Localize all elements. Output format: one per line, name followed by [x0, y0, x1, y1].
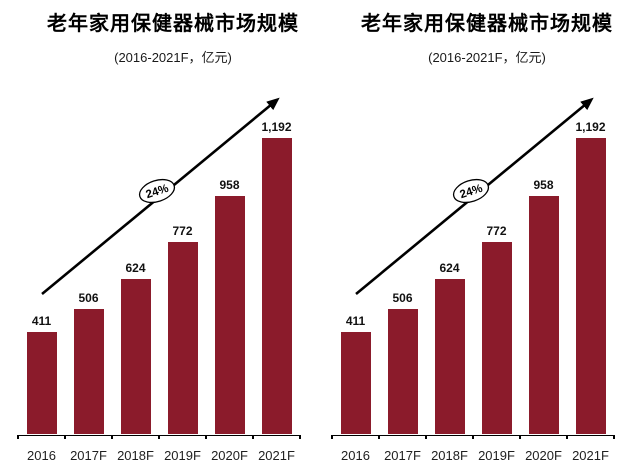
- growth-badge-ellipse: [138, 178, 176, 204]
- bar-2020F: [214, 196, 245, 435]
- growth-badge-ellipse: [452, 178, 490, 204]
- axis-tick: [566, 434, 568, 439]
- bar-plot: 411 2016 506 2017F 624 2018F 772 2019F 958 2020F 1…: [17, 97, 301, 463]
- axis-tick: [299, 434, 301, 439]
- bar-value-label: 958: [219, 178, 240, 193]
- bar-2016: [26, 332, 57, 435]
- bar-value-label: 1,192: [261, 119, 292, 134]
- axis-tick: [331, 434, 333, 439]
- axis-tick: [425, 434, 427, 439]
- axis-tick: [378, 434, 380, 439]
- axis-tick: [158, 434, 160, 439]
- bar-value-label: 506: [78, 290, 99, 305]
- growth-badge-label: 24%: [145, 183, 171, 202]
- bar-value-label: 772: [486, 224, 507, 239]
- axis-tick: [472, 434, 474, 439]
- bar-value-label: 1,192: [575, 119, 606, 134]
- bar-value-label: 624: [439, 261, 460, 276]
- axis-tick: [252, 434, 254, 439]
- axis-tick: [205, 434, 207, 439]
- axis-tick: [64, 434, 66, 439]
- bar-2021F: [575, 137, 606, 435]
- bar-2018F: [120, 279, 151, 435]
- bar-2018F: [434, 279, 465, 435]
- bar-2021F: [261, 137, 292, 435]
- bar-value-label: 506: [392, 290, 413, 305]
- x-axis-label: 2021F: [572, 448, 609, 463]
- x-axis-label: 2018F: [117, 448, 154, 463]
- bar-2016: [340, 332, 371, 435]
- bar-value-label: 772: [172, 224, 193, 239]
- chart-subtitle: (2016-2021F，亿元): [428, 50, 546, 65]
- chart-title: 老年家用保健器械市场规模: [47, 11, 299, 35]
- chart-panel-right: 老年家用保健器械市场规模 (2016-2021F，亿元) 411 2016 506 2…: [314, 0, 628, 471]
- x-axis-label: 2019F: [478, 448, 515, 463]
- axis-tick: [111, 434, 113, 439]
- x-axis-label: 2018F: [431, 448, 468, 463]
- bar-2020F: [528, 196, 559, 435]
- x-axis-label: 2016: [341, 448, 370, 463]
- bar-2017F: [73, 308, 104, 435]
- bar-value-label: 958: [533, 178, 554, 193]
- growth-badge-label: 24%: [459, 183, 485, 202]
- x-axis-label: 2021F: [258, 448, 295, 463]
- chart-panel-left: 老年家用保健器械市场规模 (2016-2021F，亿元) 411 2016 506 2…: [17, 11, 301, 463]
- bar-2019F: [167, 242, 198, 435]
- bar-value-label: 411: [345, 314, 366, 329]
- bar-2019F: [481, 242, 512, 435]
- x-axis-label: 2020F: [211, 448, 248, 463]
- axis-tick: [519, 434, 521, 439]
- chart-title: 老年家用保健器械市场规模: [361, 11, 613, 35]
- x-axis-label: 2017F: [384, 448, 421, 463]
- chart-subtitle: (2016-2021F，亿元): [114, 50, 232, 65]
- axis-tick: [613, 434, 615, 439]
- x-axis-label: 2017F: [70, 448, 107, 463]
- x-axis-label: 2019F: [164, 448, 201, 463]
- bar-value-label: 411: [31, 314, 52, 329]
- bar-value-label: 624: [125, 261, 146, 276]
- axis-tick: [17, 434, 19, 439]
- x-axis-label: 2016: [27, 448, 56, 463]
- x-axis-label: 2020F: [525, 448, 562, 463]
- bar-plot: 411 2016 506 2017F 624 2018F 772 2019F 958 2020F 1…: [314, 0, 628, 471]
- bar-2017F: [387, 308, 418, 435]
